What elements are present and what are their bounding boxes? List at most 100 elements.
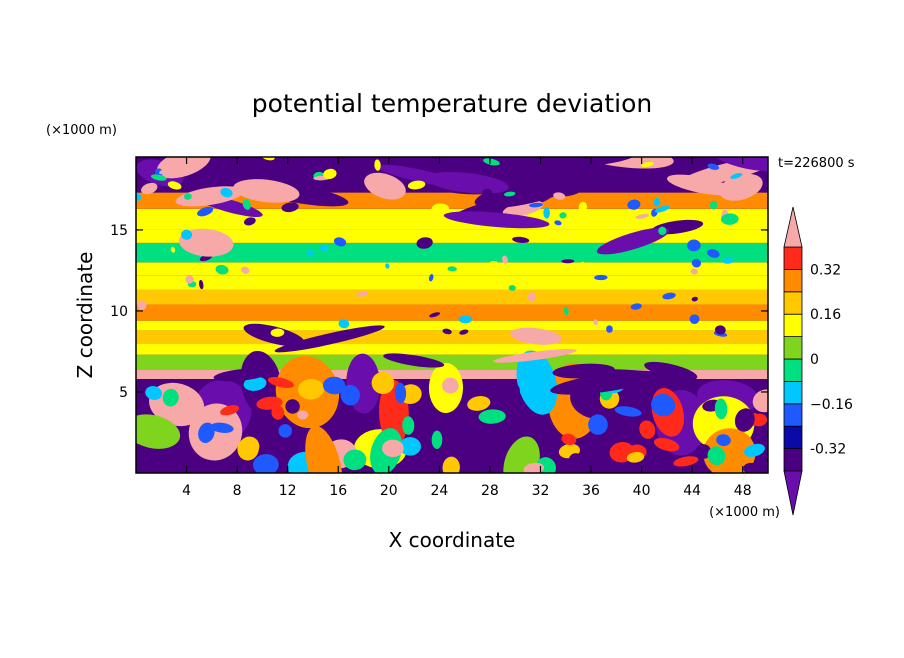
eddy-patch [707, 446, 726, 466]
eddy-patch [516, 350, 558, 415]
noise-patch [606, 325, 613, 333]
eddy-patch [653, 437, 680, 452]
contour-band [136, 275, 768, 290]
upper-patch [627, 199, 641, 210]
intrusion-patch [213, 368, 269, 382]
eddy-patch [626, 451, 645, 463]
eddy-patch [239, 436, 260, 456]
contour-band [136, 330, 768, 344]
intrusion-patch [383, 353, 445, 368]
colorbar: -0.32 −0.16 0 0.16 0.32 [783, 206, 853, 516]
noise-patch [319, 245, 329, 251]
contour-band [136, 229, 768, 243]
eddy-patch [442, 377, 459, 394]
colorbar-swatch [783, 268, 803, 293]
x-axis: 4 8 12 16 20 24 28 32 36 40 44 48 [182, 157, 752, 499]
colorbar-swatch [783, 380, 803, 405]
noise-patch [447, 266, 457, 272]
chart-title: potential temperature deviation [252, 89, 652, 118]
eddy-patch [673, 456, 699, 467]
upper-patch [653, 197, 661, 207]
y-tick-label: 15 [110, 223, 128, 239]
eddy-patch [271, 405, 285, 420]
upper-patch [730, 173, 743, 179]
eddy-patch [743, 462, 764, 473]
noise-patch [691, 258, 702, 268]
eddy-patch [198, 422, 215, 443]
colorbar-lower-extension [783, 470, 803, 516]
noise-patch [215, 264, 229, 275]
upper-patch [475, 160, 485, 171]
x-tick-label: 8 [233, 483, 242, 499]
upper-patch [503, 191, 516, 197]
eddy-patch [467, 396, 491, 411]
x-unit-label: (×1000 m) [709, 505, 780, 520]
eddy-patch [381, 439, 404, 458]
noise-patch [198, 279, 204, 290]
eddy-patch [523, 462, 545, 473]
upper-patch [416, 237, 433, 249]
eddy-patch [285, 399, 300, 414]
eddy-patch [243, 376, 267, 391]
eddy-patch [442, 456, 460, 473]
contour-band [136, 343, 768, 355]
y-axis-title: Z coordinate [73, 252, 97, 379]
upper-patch [641, 161, 654, 168]
upper-patch [529, 202, 543, 208]
eddy-patch [503, 436, 540, 473]
eddy-patch [278, 424, 292, 438]
noise-patch [356, 291, 369, 297]
upper-patch [167, 181, 182, 190]
upper-patch [243, 217, 256, 226]
noise-patch [241, 266, 250, 274]
eddy-patch [220, 405, 240, 416]
intrusion-patch [510, 327, 562, 345]
upper-patch [281, 202, 299, 213]
colorbar-swatch [783, 358, 803, 382]
upper-patch [709, 157, 768, 172]
plot-frame [135, 156, 769, 474]
upper-patch [482, 188, 493, 197]
x-tick-label: 24 [430, 483, 448, 499]
upper-patch [432, 222, 441, 228]
noise-patch [579, 261, 586, 268]
upper-patch [512, 236, 530, 244]
eddy-patch [252, 454, 279, 473]
colorbar-swatch [783, 246, 803, 270]
upper-patch [578, 201, 587, 213]
upper-patch [407, 180, 426, 190]
noise-patch [508, 285, 516, 291]
intrusion-patch [552, 363, 615, 379]
noise-patch [270, 328, 285, 337]
upper-patch [626, 209, 635, 215]
eddy-patch [478, 409, 506, 424]
eddy-patch [394, 382, 407, 404]
upper-patch [721, 213, 739, 225]
upper-patch [543, 207, 551, 219]
upper-patch [533, 157, 637, 168]
eddy-patch [647, 448, 666, 463]
colorbar-tick-label: 0.32 [810, 262, 841, 278]
colorbar-tick-label: 0 [810, 352, 819, 368]
colorbar-swatch [783, 336, 803, 360]
contour-band [136, 304, 768, 321]
eddy-patch [431, 430, 443, 449]
eddy-patch [343, 449, 367, 471]
upper-patch [654, 205, 670, 213]
time-label: t=226800 s [778, 156, 855, 171]
x-axis-title: X coordinate [389, 528, 516, 552]
upper-patch [474, 174, 580, 209]
eddy-patch [588, 414, 608, 435]
colorbar-swatch [783, 425, 803, 450]
x-tick-label: 16 [329, 483, 347, 499]
eddy-patch [614, 406, 642, 417]
upper-patch [431, 203, 450, 214]
colorbar-swatch [783, 448, 803, 472]
noise-patch [442, 328, 452, 335]
upper-patch [443, 211, 550, 229]
y-axis: 5 10 15 [110, 223, 768, 401]
upper-patch [425, 171, 509, 194]
contour-band [136, 289, 768, 305]
upper-patch [220, 187, 233, 198]
